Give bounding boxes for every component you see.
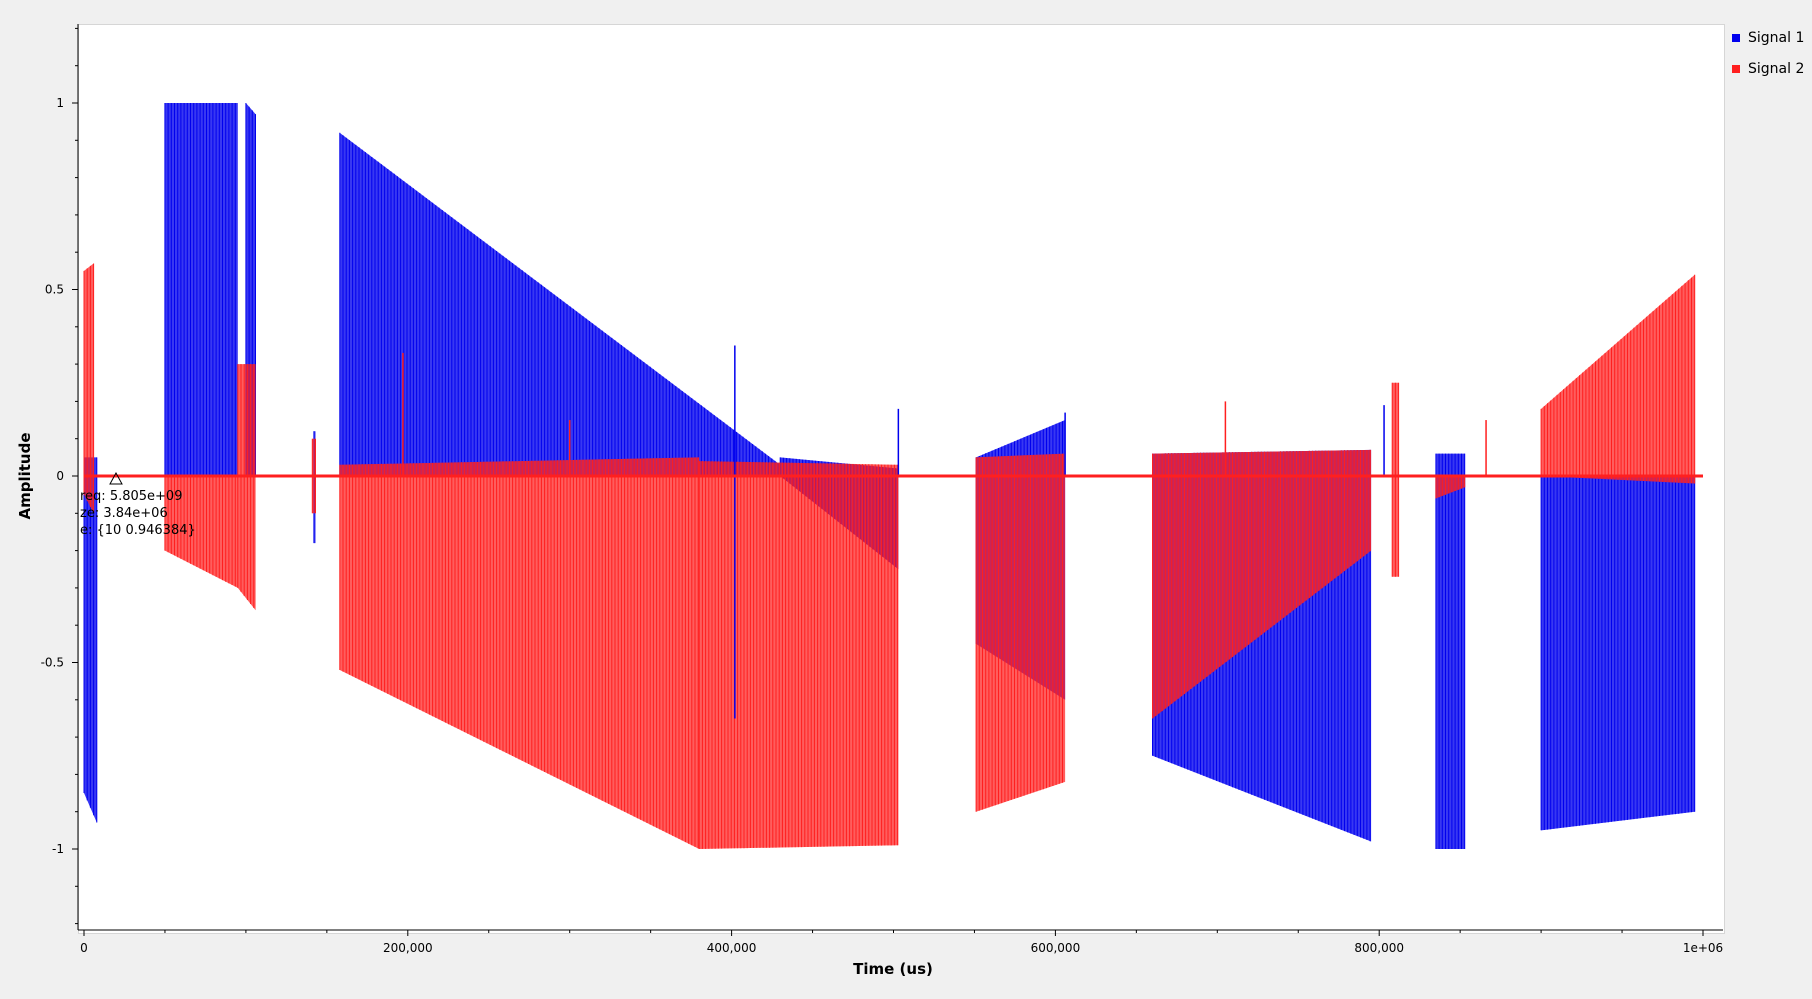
legend-item-signal-2[interactable]: Signal 2 [1726,53,1812,84]
burst-pulses-s2-8 [1152,449,1371,719]
burst-pulses-s1-3 [245,103,256,476]
series-2 [83,263,1696,849]
x-tick-label: 600,000 [1031,941,1081,955]
burst-pulses-s1-9 [1435,453,1466,849]
y-ticks: 1 0.5 0 -0.5 -1 [41,27,78,925]
burst-pulses-s1-2 [164,103,236,476]
x-tick-label: 200,000 [383,941,433,955]
y-tick-label: 1 [56,96,64,110]
legend-label-signal-1: Signal 1 [1748,29,1805,46]
burst-pulses-s1-1 [83,457,98,823]
marker-freq-readout: req: 5.805e+09 [80,489,182,504]
y-tick-label: -0.5 [41,656,64,670]
x-axis-title: Time (us) [853,960,933,978]
burst-envelope-s1-5 [339,132,781,476]
marker-value-readout: e: {10 0.946384} [80,523,196,538]
burst-pulses-s2-6 [698,461,899,849]
marker[interactable]: req: 5.805e+09 ze: 3.84e+06 e: {10 0.946… [80,471,196,538]
y-tick-label: -1 [52,842,64,856]
x-tick-label: 0 [80,941,88,955]
x-tick-label: 800,000 [1354,941,1404,955]
burst-pulses-s2-9 [1391,382,1400,577]
legend-swatch-signal-1 [1732,33,1740,42]
legend-swatch-signal-2 [1732,64,1740,73]
burst-pulses-s2-7 [975,453,1063,812]
burst-envelope-s2-3 [237,364,256,611]
burst-pulses-s1-5 [339,132,779,476]
legend: Signal 1 Signal 2 [1726,22,1812,84]
burst-pulses-s2-5 [339,457,699,849]
x-ticks: 0 200,000 400,000 600,000 800,000 1e+06 [80,930,1723,955]
legend-item-signal-1[interactable]: Signal 1 [1726,22,1812,53]
y-tick-label: 0 [56,469,64,483]
burst-pulses-s2-2 [164,476,236,587]
burst-pulses-s2-1 [83,263,95,514]
marker-size-readout: ze: 3.84e+06 [80,506,168,521]
x-tick-label: 1e+06 [1683,941,1723,955]
signal-spikes [402,345,1487,719]
burst-envelope-s1-2 [164,103,238,476]
y-axis-title: Amplitude [16,432,34,519]
burst-envelope-s2-1 [84,263,94,514]
burst-pulses-s2-11 [1540,274,1696,484]
signal-bursts [83,103,1696,849]
burst-pulses-s2-10 [1435,476,1466,499]
burst-envelope-s1-9 [1435,453,1466,849]
x-tick-label: 400,000 [707,941,757,955]
marker-triangle-icon[interactable] [109,471,123,485]
burst-envelope-s2-10 [1435,476,1466,499]
axes [77,24,1723,931]
y-tick-label: 0.5 [45,283,64,297]
legend-label-signal-2: Signal 2 [1748,60,1805,77]
burst-pulses-s1-10 [1540,476,1696,831]
